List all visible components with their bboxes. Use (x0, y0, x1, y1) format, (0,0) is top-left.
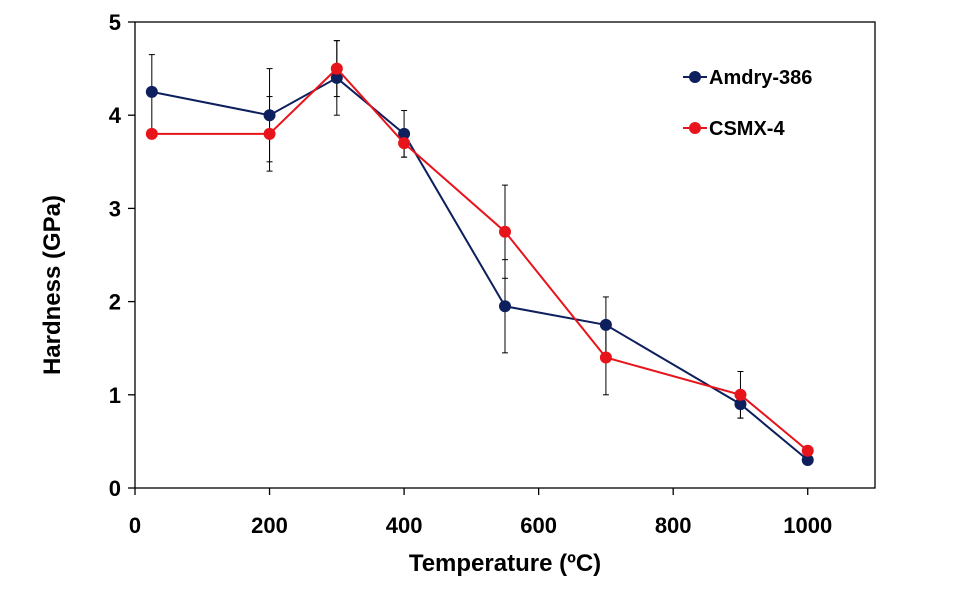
series-csmx-4 (145, 62, 814, 457)
data-point-amdry-386 (398, 127, 411, 140)
data-point-amdry-386 (801, 454, 814, 467)
data-point-csmx-4 (263, 127, 276, 140)
x-tick-label: 200 (251, 513, 288, 538)
legend-item-amdry-386: Amdry-386 (683, 67, 812, 89)
series-line-amdry-386 (151, 76, 809, 461)
legend-marker (689, 122, 701, 134)
data-point-csmx-4 (145, 127, 158, 140)
data-point-amdry-386 (263, 109, 276, 122)
y-tick-label: 4 (109, 103, 122, 128)
data-point-amdry-386 (499, 300, 511, 313)
legend-item-csmx-4: CSMX-4 (683, 118, 785, 140)
x-tick-label: 400 (386, 513, 423, 538)
data-point-amdry-386 (145, 85, 158, 98)
legend-marker (689, 71, 701, 83)
data-point-csmx-4 (801, 444, 814, 457)
series-layer (145, 40, 814, 467)
legend-label: Amdry-386 (709, 67, 812, 89)
series-amdry-386 (145, 71, 814, 467)
y-tick-label: 1 (109, 383, 121, 408)
x-tick-label: 600 (520, 513, 557, 538)
data-point-csmx-4 (330, 62, 343, 75)
data-point-csmx-4 (734, 388, 747, 401)
x-axis-ticks: 0 200 400 600 800 1000 (129, 488, 832, 538)
data-point-csmx-4 (499, 225, 511, 238)
data-point-csmx-4 (398, 137, 411, 150)
data-point-amdry-386 (734, 398, 747, 411)
data-point-csmx-4 (599, 351, 612, 364)
x-tick-label: 800 (655, 513, 692, 538)
data-point-amdry-386 (330, 71, 343, 84)
legend: Amdry-386 CSMX-4 (683, 67, 812, 140)
x-tick-label: 1000 (783, 513, 832, 538)
y-axis-ticks: 0 1 2 3 4 5 (109, 10, 135, 501)
y-tick-label: 2 (109, 290, 121, 315)
y-tick-label: 3 (109, 196, 121, 221)
legend-label: CSMX-4 (709, 118, 785, 140)
data-point-amdry-386 (599, 318, 612, 331)
series-line-csmx-4 (151, 67, 809, 452)
y-tick-label: 0 (109, 476, 121, 501)
x-axis-label: Temperature (ºC) (409, 550, 601, 577)
y-tick-label: 5 (109, 10, 121, 35)
x-tick-label: 0 (129, 513, 141, 538)
y-axis-label: Hardness (GPa) (39, 195, 66, 375)
